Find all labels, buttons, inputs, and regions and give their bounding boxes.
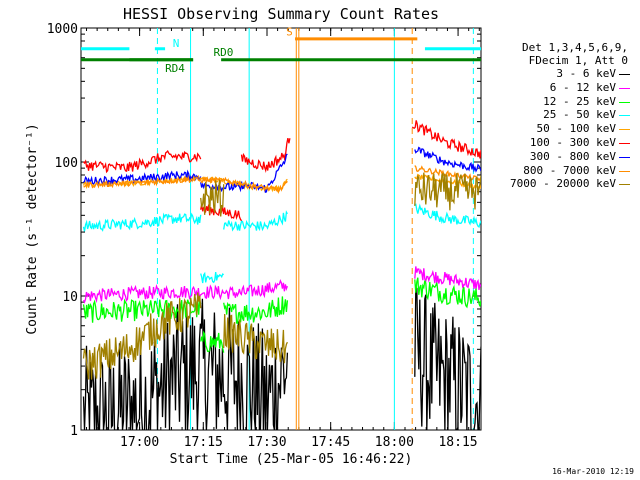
- series-line: [414, 165, 481, 182]
- flag-label: S: [286, 25, 293, 38]
- series-line: [83, 150, 202, 174]
- legend-item: 800 - 7000 keV: [470, 164, 630, 178]
- legend-item: 7000 - 20000 keV: [470, 177, 630, 191]
- series-line: [200, 330, 225, 353]
- legend-item: 100 - 300 keV: [470, 136, 630, 150]
- legend-swatch: [619, 101, 630, 103]
- series-line: [83, 175, 288, 194]
- legend-swatch: [619, 87, 630, 89]
- legend-label: 7000 - 20000 keV: [510, 177, 616, 191]
- legend-item: 12 - 25 keV: [470, 95, 630, 109]
- x-tick-label: 17:00: [120, 435, 159, 450]
- legend-swatch: [619, 129, 630, 131]
- legend-item: 50 - 100 keV: [470, 122, 630, 136]
- y-tick-label: 1000: [47, 22, 78, 37]
- legend-label: 3 - 6 keV: [556, 67, 616, 80]
- chart-title: HESSI Observing Summary Count Rates: [123, 5, 439, 23]
- legend-header: Det 1,3,4,5,6,9, FDecim 1, Att 0: [488, 41, 628, 67]
- series-line: [223, 313, 288, 364]
- legend-swatch: [619, 156, 630, 158]
- series-line: [223, 210, 288, 232]
- legend-header-line: FDecim 1, Att 0: [528, 54, 628, 67]
- legend-swatch: [619, 170, 630, 172]
- x-tick-label: 18:00: [375, 435, 414, 450]
- x-tick-label: 17:15: [184, 435, 223, 450]
- timestamp-footer: 16-Mar-2010 12:19: [552, 467, 634, 476]
- series-line: [411, 120, 481, 159]
- legend-swatch: [619, 115, 630, 117]
- series-line: [82, 292, 202, 380]
- legend-item: 6 - 12 keV: [470, 81, 630, 95]
- y-tick-label: 100: [55, 156, 78, 171]
- series-line: [414, 203, 481, 228]
- legend-label: 12 - 25 keV: [543, 94, 616, 108]
- series-line: [82, 298, 289, 430]
- flag-label: N: [173, 37, 180, 50]
- legend-swatch: [619, 184, 630, 186]
- legend-item: 25 - 50 keV: [470, 108, 630, 122]
- legend-label: 50 - 100 keV: [536, 122, 616, 136]
- flag-label: RD4: [165, 62, 185, 75]
- series-line: [414, 172, 481, 211]
- series-line: [82, 212, 202, 232]
- series-line: [200, 179, 225, 217]
- series-line: [414, 146, 481, 173]
- x-axis-label: Start Time (25-Mar-05 16:46:22): [170, 452, 413, 467]
- legend-label: 6 - 12 keV: [549, 80, 616, 94]
- legend-label: 100 - 300 keV: [529, 135, 616, 149]
- series-line: [414, 266, 481, 291]
- legend-swatch: [619, 142, 630, 144]
- x-tick-label: 18:15: [438, 435, 477, 450]
- series-line: [200, 181, 243, 193]
- legend-label: 300 - 800 keV: [529, 149, 616, 163]
- flag-label: RD0: [213, 46, 233, 59]
- legend-label: 25 - 50 keV: [543, 108, 616, 122]
- series-line: [414, 284, 481, 430]
- legend-header-line: Det 1,3,4,5,6,9,: [522, 41, 628, 54]
- series-line: [223, 296, 289, 324]
- y-tick-label: 10: [62, 290, 78, 305]
- series-line: [200, 271, 225, 284]
- legend: 3 - 6 keV 6 - 12 keV 12 - 25 keV 25 - 50 ke…: [470, 67, 630, 191]
- plot-frame: [80, 27, 482, 431]
- x-tick-label: 17:45: [311, 435, 350, 450]
- series-line: [414, 277, 481, 309]
- legend-item: 3 - 6 keV: [470, 67, 630, 81]
- y-axis-label: Count Rate (s⁻¹ detector⁻¹): [25, 123, 40, 334]
- legend-label: 800 - 7000 keV: [523, 163, 616, 177]
- y-tick-label: 1: [70, 424, 78, 439]
- legend-item: 300 - 800 keV: [470, 150, 630, 164]
- series-line: [82, 298, 202, 323]
- series-line: [240, 137, 291, 173]
- x-tick-label: 17:30: [247, 435, 286, 450]
- series-line: [82, 279, 289, 304]
- legend-swatch: [619, 74, 630, 75]
